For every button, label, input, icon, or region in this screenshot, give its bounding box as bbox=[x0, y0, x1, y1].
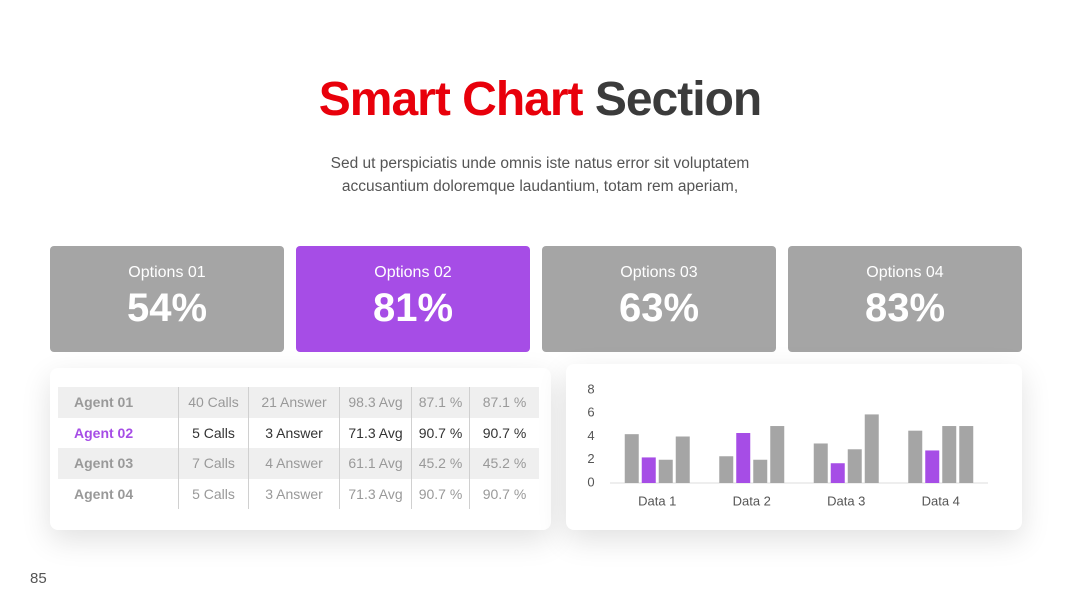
table-cell: 4 Answer bbox=[248, 448, 340, 479]
table-cell: 90.7 % bbox=[469, 478, 539, 509]
y-tick-label: 4 bbox=[587, 428, 594, 443]
bar bbox=[624, 434, 639, 483]
table: Agent 01 40 Calls 21 Answer 98.3 Avg 87.1 % 8… bbox=[58, 387, 539, 509]
option-card: Options 03 63% bbox=[542, 246, 776, 352]
table-cell: Agent 03 bbox=[74, 455, 134, 472]
card-label: Options 01 bbox=[128, 264, 206, 281]
bar bbox=[864, 414, 879, 483]
table-cell: 40 Calls bbox=[178, 387, 249, 418]
subtitle-line: accusantium doloremque laudantium, totam… bbox=[341, 178, 739, 195]
bar bbox=[658, 459, 673, 483]
table-cell: 45.2 % bbox=[411, 448, 470, 479]
option-card: Options 01 54% bbox=[50, 246, 284, 352]
title-accent: Smart Chart bbox=[318, 73, 584, 126]
table-row: Agent 04 5 Calls 3 Answer 71.3 Avg 90.7 % 90.… bbox=[58, 478, 539, 509]
table-cell: 3 Answer bbox=[248, 417, 340, 448]
bar bbox=[908, 430, 923, 483]
x-tick-label: Data 2 bbox=[733, 493, 771, 508]
table-cell: 5 Calls bbox=[178, 417, 249, 448]
bar bbox=[942, 426, 957, 483]
page-number: 85 bbox=[30, 570, 47, 587]
card-label: Options 02 bbox=[374, 264, 452, 281]
x-tick-label: Data 3 bbox=[827, 493, 865, 508]
table-cell: 71.3 Avg bbox=[339, 478, 412, 509]
card-value: 54% bbox=[126, 286, 208, 330]
table-panel: Agent 01 40 Calls 21 Answer 98.3 Avg 87.1 % 8… bbox=[50, 368, 551, 530]
bar bbox=[959, 426, 974, 483]
subtitle-line: Sed ut perspiciatis unde omnis iste natu… bbox=[330, 155, 750, 172]
bar bbox=[925, 450, 940, 483]
card-label: Options 04 bbox=[866, 264, 944, 281]
bar bbox=[675, 436, 690, 483]
card-value: 81% bbox=[372, 286, 454, 330]
bar bbox=[641, 457, 656, 483]
table-cell: 87.1 % bbox=[411, 387, 470, 418]
y-tick-label: 2 bbox=[587, 451, 594, 466]
table-row: Agent 03 7 Calls 4 Answer 61.1 Avg 45.2 % 45.… bbox=[58, 448, 539, 479]
x-tick-label: Data 1 bbox=[638, 493, 676, 508]
table-cell: 87.1 % bbox=[469, 387, 539, 418]
table-cell: Agent 02 bbox=[74, 424, 134, 441]
table-cell: 90.7 % bbox=[469, 417, 539, 448]
table-cell: 90.7 % bbox=[411, 417, 470, 448]
table-cell: 7 Calls bbox=[178, 448, 249, 479]
card-value: 83% bbox=[864, 286, 946, 330]
table-cell: 3 Answer bbox=[248, 478, 340, 509]
y-tick-label: 0 bbox=[587, 474, 594, 489]
table-cell: 90.7 % bbox=[411, 478, 470, 509]
y-tick-label: 6 bbox=[587, 405, 594, 420]
x-tick-label: Data 4 bbox=[922, 493, 960, 508]
table-cell: 21 Answer bbox=[248, 387, 340, 418]
card-value: 63% bbox=[618, 286, 700, 330]
title-main: Section bbox=[594, 73, 762, 126]
bar bbox=[813, 443, 828, 483]
table-cell: Agent 01 bbox=[74, 394, 134, 411]
table-cell: 5 Calls bbox=[178, 478, 249, 509]
option-card: Options 04 83% bbox=[788, 246, 1022, 352]
table-row: Agent 02 5 Calls 3 Answer 71.3 Avg 90.7 % 90.… bbox=[58, 417, 539, 448]
table-cell: 45.2 % bbox=[469, 448, 539, 479]
y-tick-label: 8 bbox=[587, 381, 594, 396]
table-cell: 98.3 Avg bbox=[339, 387, 412, 418]
card-label: Options 03 bbox=[620, 264, 698, 281]
table-cell: 61.1 Avg bbox=[339, 448, 412, 479]
table-cell: 71.3 Avg bbox=[339, 417, 412, 448]
bar bbox=[847, 449, 862, 483]
option-card: Options 02 81% bbox=[296, 246, 530, 352]
table-row: Agent 01 40 Calls 21 Answer 98.3 Avg 87.1 % 8… bbox=[58, 387, 539, 418]
bar bbox=[770, 426, 785, 483]
bar bbox=[753, 459, 768, 483]
subtitle: Sed ut perspiciatis unde omnis iste natu… bbox=[0, 152, 1080, 198]
bar bbox=[736, 433, 751, 483]
bar bbox=[719, 456, 734, 483]
bar bbox=[830, 463, 845, 483]
table-cell: Agent 04 bbox=[74, 485, 134, 502]
title: Smart Chart Section bbox=[0, 72, 1080, 127]
